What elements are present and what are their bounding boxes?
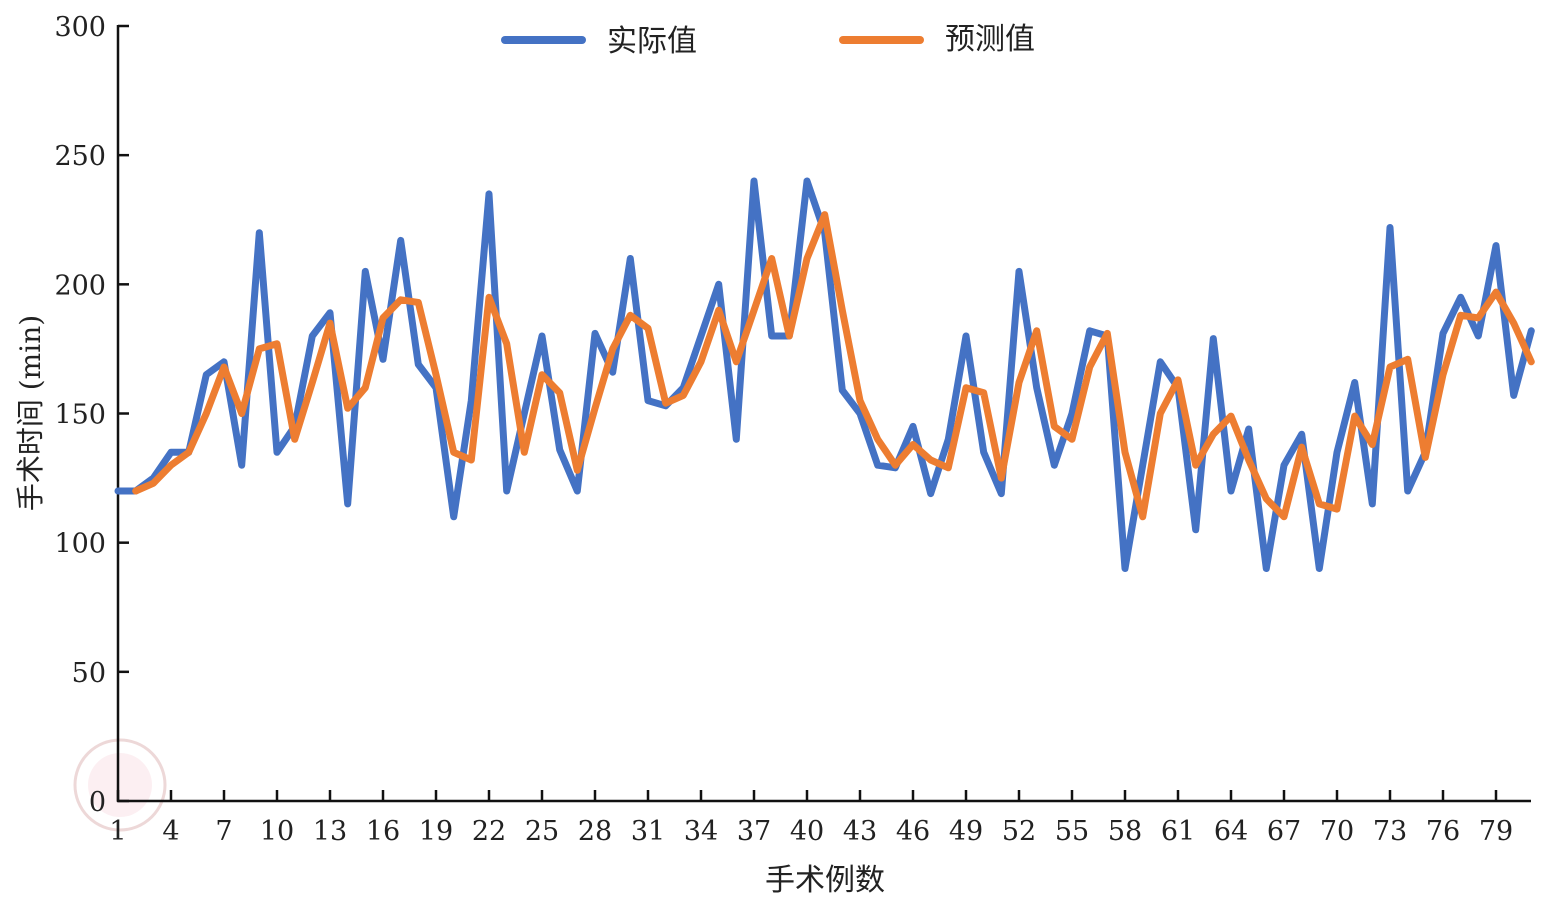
y-tick-label: 250 (54, 141, 106, 172)
legend-label-predicted: 预测值 (945, 22, 1035, 57)
x-tick-label: 61 (1161, 816, 1195, 847)
x-tick-label: 49 (949, 816, 983, 847)
x-tick-label: 31 (631, 816, 665, 847)
y-axis-label: 手术时间 (min) (14, 315, 47, 511)
x-tick-label: 19 (419, 816, 453, 847)
x-tick-label: 40 (790, 816, 824, 847)
x-tick-label: 1 (109, 816, 126, 847)
x-tick-label: 46 (896, 816, 930, 847)
x-tick-label: 37 (737, 816, 771, 847)
legend-label-actual: 实际值 (607, 24, 697, 59)
x-tick-label: 58 (1108, 816, 1142, 847)
x-tick-label: 28 (578, 816, 612, 847)
x-tick-label: 55 (1055, 816, 1089, 847)
x-tick-label: 13 (313, 816, 347, 847)
x-tick-label: 34 (684, 816, 718, 847)
y-tick-label: 50 (72, 658, 106, 689)
x-tick-label: 25 (525, 816, 559, 847)
x-tick-label: 22 (472, 816, 506, 847)
x-tick-label: 4 (162, 816, 179, 847)
series-line-actual (118, 181, 1531, 569)
x-tick-label: 70 (1320, 816, 1354, 847)
x-tick-label: 16 (366, 816, 400, 847)
x-tick-label: 73 (1373, 816, 1407, 847)
x-tick-label: 79 (1479, 816, 1513, 847)
x-tick-label: 10 (260, 816, 294, 847)
x-tick-label: 76 (1426, 816, 1460, 847)
y-tick-label: 300 (54, 12, 106, 43)
y-tick-label: 100 (54, 529, 106, 560)
y-tick-label: 0 (89, 787, 106, 818)
x-tick-label: 64 (1214, 816, 1248, 847)
axes (117, 25, 1531, 802)
y-tick-label: 150 (54, 400, 106, 431)
x-tick-label: 7 (215, 816, 232, 847)
legend: 实际值 预测值 (505, 22, 1035, 59)
x-tick-label: 67 (1267, 816, 1301, 847)
x-axis-label: 手术例数 (765, 863, 885, 898)
x-tick-label: 52 (1002, 816, 1036, 847)
y-tick-label: 200 (54, 270, 106, 301)
x-tick-label: 43 (843, 816, 877, 847)
